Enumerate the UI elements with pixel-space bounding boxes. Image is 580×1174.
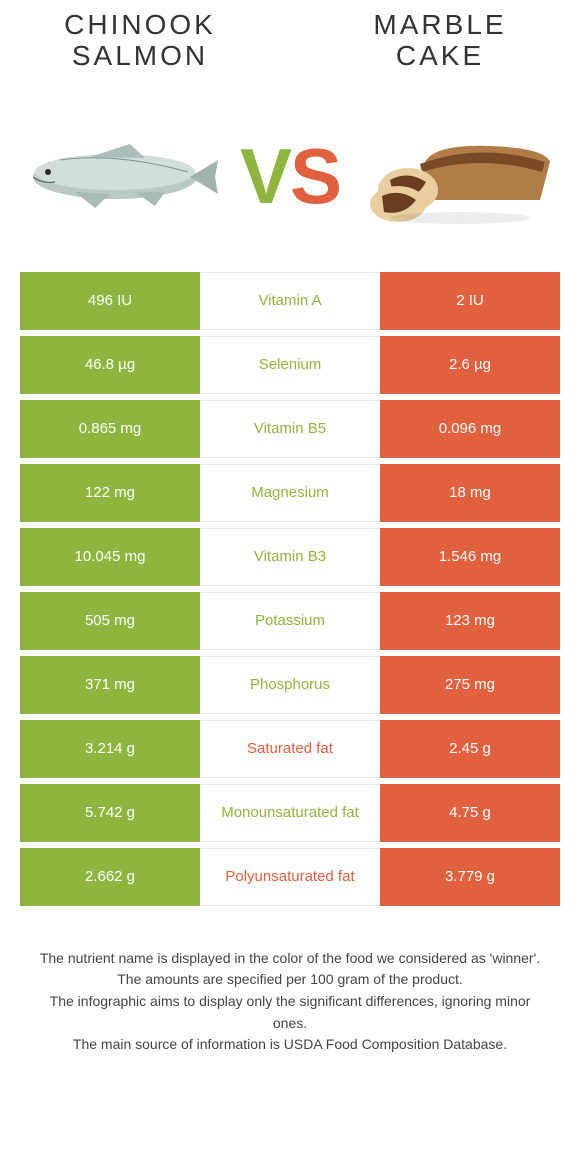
footer-line: The amounts are specified per 100 gram o…	[36, 969, 544, 991]
footer-line: The infographic aims to display only the…	[36, 991, 544, 1034]
right-value: 2 IU	[380, 272, 560, 330]
nutrient-label: Vitamin B5	[200, 400, 380, 458]
table-row: 5.742 gMonounsaturated fat4.75 g	[20, 784, 560, 842]
table-row: 496 IUVitamin A2 IU	[20, 272, 560, 330]
left-value: 3.214 g	[20, 720, 200, 778]
footer-notes: The nutrient name is displayed in the co…	[0, 912, 580, 1056]
left-value: 10.045 mg	[20, 528, 200, 586]
vs-v: V	[240, 131, 290, 222]
right-value: 123 mg	[380, 592, 560, 650]
left-value: 505 mg	[20, 592, 200, 650]
right-value: 275 mg	[380, 656, 560, 714]
table-row: 3.214 gSaturated fat2.45 g	[20, 720, 560, 778]
nutrient-label: Potassium	[200, 592, 380, 650]
header: Chinook salmon Marble cake	[0, 0, 580, 92]
right-value: 2.6 µg	[380, 336, 560, 394]
left-value: 371 mg	[20, 656, 200, 714]
left-food-title: Chinook salmon	[40, 10, 240, 72]
nutrient-label: Vitamin A	[200, 272, 380, 330]
right-food-title: Marble cake	[340, 10, 540, 72]
table-row: 2.662 gPolyunsaturated fat3.779 g	[20, 848, 560, 906]
right-value: 3.779 g	[380, 848, 560, 906]
left-value: 5.742 g	[20, 784, 200, 842]
right-value: 4.75 g	[380, 784, 560, 842]
nutrient-label: Saturated fat	[200, 720, 380, 778]
right-value: 0.096 mg	[380, 400, 560, 458]
nutrient-label: Vitamin B3	[200, 528, 380, 586]
left-value: 0.865 mg	[20, 400, 200, 458]
vs-label: VS	[240, 131, 340, 222]
comparison-table: 496 IUVitamin A2 IU 46.8 µgSelenium2.6 µg…	[0, 272, 580, 906]
table-row: 46.8 µgSelenium2.6 µg	[20, 336, 560, 394]
table-row: 10.045 mgVitamin B31.546 mg	[20, 528, 560, 586]
left-value: 496 IU	[20, 272, 200, 330]
nutrient-label: Selenium	[200, 336, 380, 394]
cake-illustration	[360, 122, 560, 232]
left-value: 46.8 µg	[20, 336, 200, 394]
right-value: 18 mg	[380, 464, 560, 522]
nutrient-label: Magnesium	[200, 464, 380, 522]
right-value: 1.546 mg	[380, 528, 560, 586]
table-row: 122 mgMagnesium18 mg	[20, 464, 560, 522]
footer-line: The main source of information is USDA F…	[36, 1034, 544, 1056]
left-value: 122 mg	[20, 464, 200, 522]
table-row: 371 mgPhosphorus275 mg	[20, 656, 560, 714]
table-row: 0.865 mgVitamin B50.096 mg	[20, 400, 560, 458]
left-value: 2.662 g	[20, 848, 200, 906]
nutrient-label: Polyunsaturated fat	[200, 848, 380, 906]
right-value: 2.45 g	[380, 720, 560, 778]
nutrient-label: Monounsaturated fat	[200, 784, 380, 842]
salmon-illustration	[20, 122, 220, 232]
vs-s: S	[290, 131, 340, 222]
nutrient-label: Phosphorus	[200, 656, 380, 714]
footer-line: The nutrient name is displayed in the co…	[36, 948, 544, 970]
table-row: 505 mgPotassium123 mg	[20, 592, 560, 650]
hero-row: VS	[0, 92, 580, 272]
